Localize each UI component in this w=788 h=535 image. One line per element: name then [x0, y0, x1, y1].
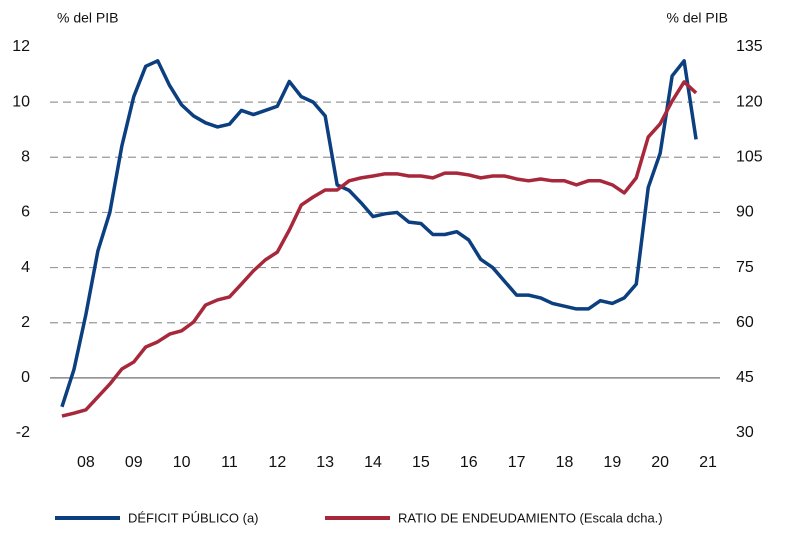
- legend-label: DÉFICIT PÚBLICO (a): [128, 510, 259, 525]
- y2-tick-label: 45: [736, 369, 754, 386]
- x-tick-label: 17: [508, 454, 526, 471]
- y-tick-label: 4: [21, 259, 30, 276]
- y2-tick-label: 105: [736, 149, 763, 166]
- y-tick-label: 10: [12, 93, 30, 110]
- y2-tick-label: 30: [736, 424, 754, 441]
- data-line: [60, 59, 698, 408]
- x-tick-label: 14: [364, 454, 382, 471]
- x-tick-label: 13: [316, 454, 334, 471]
- x-tick-label: 16: [460, 454, 478, 471]
- legend-label: RATIO DE ENDEUDAMIENTO (Escala dcha.): [398, 510, 663, 525]
- x-tick-label: 08: [77, 454, 95, 471]
- y-tick-label: 2: [21, 314, 30, 331]
- x-tick-label: 11: [221, 454, 238, 471]
- y-tick-label: 6: [21, 204, 30, 221]
- x-tick-label: 19: [603, 454, 621, 471]
- y2-tick-label: 120: [736, 93, 763, 110]
- y-tick-label: 8: [21, 149, 30, 166]
- x-tick-label: 10: [173, 454, 191, 471]
- y2-tick-label: 135: [736, 38, 763, 55]
- y2-tick-label: 60: [736, 314, 754, 331]
- data-line: [61, 80, 698, 418]
- y-tick-label: -2: [16, 424, 30, 441]
- x-tick-label: 15: [412, 454, 430, 471]
- y-tick-label: 0: [21, 369, 30, 386]
- x-tick-label: 21: [699, 454, 717, 471]
- y2-axis-label: % del PIB: [667, 10, 728, 26]
- y2-tick-label: 75: [736, 259, 754, 276]
- y2-tick-label: 90: [736, 204, 754, 221]
- x-tick-label: 09: [125, 454, 143, 471]
- y-axis-label: % del PIB: [57, 10, 118, 26]
- x-tick-label: 20: [651, 454, 669, 471]
- x-tick-label: 18: [556, 454, 574, 471]
- x-tick-label: 12: [268, 454, 286, 471]
- y-tick-label: 12: [12, 38, 30, 55]
